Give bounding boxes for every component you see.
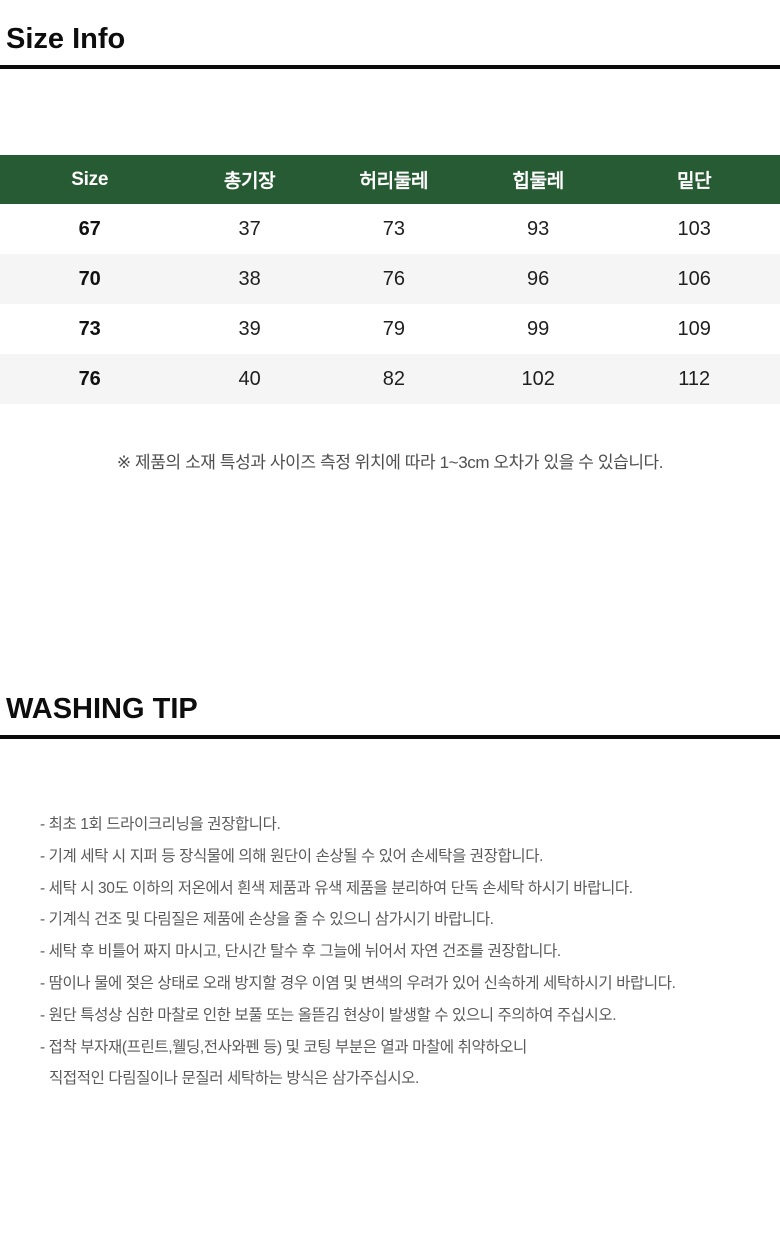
washing-tip-section: WASHING TIP - 최초 1회 드라이크리닝을 권장합니다. - 기계 … bbox=[0, 692, 780, 1095]
measure-cell: 82 bbox=[382, 367, 405, 390]
washing-tip-title: WASHING TIP bbox=[6, 693, 198, 725]
measure-cell: 102 bbox=[521, 367, 555, 390]
size-info-title: Size Info bbox=[6, 23, 126, 55]
measure-cell: 39 bbox=[238, 317, 261, 340]
measure-cell: 37 bbox=[238, 217, 261, 240]
measure-cell: 38 bbox=[238, 267, 261, 290]
size-table-header-row: Size 총기장 허리둘레 힙둘레 밑단 bbox=[0, 155, 780, 204]
table-row: 67 37 73 93 103 bbox=[0, 204, 780, 254]
washing-tip-item: - 세탁 후 비틀어 짜지 마시고, 단시간 탈수 후 그늘에 뉘어서 자연 건… bbox=[40, 943, 561, 961]
size-tolerance-note: ※ 제품의 소재 특성과 사이즈 측정 위치에 따라 1~3cm 오차가 있을 … bbox=[116, 453, 664, 472]
size-info-section: Size Info Size 총기장 허리둘레 힙둘레 밑단 67 37 7 bbox=[0, 0, 780, 475]
measure-cell: 40 bbox=[238, 367, 261, 390]
washing-tip-item: - 원단 특성상 심한 마찰로 인한 보풀 또는 올뜯김 현상이 발생할 수 있… bbox=[40, 1006, 617, 1024]
size-cell: 73 bbox=[78, 317, 101, 340]
product-detail-page: Size Info Size 총기장 허리둘레 힙둘레 밑단 67 37 7 bbox=[0, 0, 780, 1095]
size-cell: 67 bbox=[78, 217, 101, 240]
measure-cell: 93 bbox=[527, 217, 550, 240]
table-row: 70 38 76 96 106 bbox=[0, 254, 780, 304]
washing-tip-item: - 접착 부자재(프린트,웰딩,전사와펜 등) 및 코팅 부분은 열과 마찰에 … bbox=[40, 1038, 527, 1056]
size-table-header-hip: 힙둘레 bbox=[467, 155, 609, 204]
washing-tip-item: - 땀이나 물에 젖은 상태로 오래 방지할 경우 이염 및 변색의 우려가 있… bbox=[40, 974, 676, 992]
measure-cell: 103 bbox=[677, 217, 711, 240]
washing-tip-item: - 기계 세탁 시 지퍼 등 장식물에 의해 원단이 손상될 수 있어 손세탁을… bbox=[40, 847, 543, 865]
washing-tip-list: - 최초 1회 드라이크리닝을 권장합니다. - 기계 세탁 시 지퍼 등 장식… bbox=[0, 809, 780, 1095]
washing-tip-item: - 최초 1회 드라이크리닝을 권장합니다. bbox=[40, 816, 281, 833]
size-table-header-waist: 허리둘레 bbox=[319, 155, 468, 204]
measure-cell: 112 bbox=[678, 367, 711, 390]
measure-cell: 109 bbox=[677, 317, 711, 340]
size-table: Size 총기장 허리둘레 힙둘레 밑단 67 37 73 93 103 70 bbox=[0, 155, 780, 404]
size-info-divider bbox=[0, 65, 780, 69]
washing-tip-divider bbox=[0, 735, 780, 739]
washing-tip-item: - 세탁 시 30도 이하의 저온에서 흰색 제품과 유색 제품을 분리하여 단… bbox=[40, 879, 633, 897]
measure-cell: 106 bbox=[677, 267, 711, 290]
size-cell: 76 bbox=[78, 367, 101, 390]
size-table-header-total-length: 총기장 bbox=[179, 155, 320, 204]
measure-cell: 79 bbox=[382, 317, 405, 340]
washing-tip-item: - 기계식 건조 및 다림질은 제품에 손상을 줄 수 있으니 삼가시기 바랍니… bbox=[40, 911, 494, 929]
measure-cell: 96 bbox=[527, 267, 550, 290]
table-row: 76 40 82 102 112 bbox=[0, 354, 780, 404]
measure-cell: 76 bbox=[382, 267, 405, 290]
size-cell: 70 bbox=[78, 267, 101, 290]
table-row: 73 39 79 99 109 bbox=[0, 304, 780, 354]
size-table-header-size: Size bbox=[0, 155, 180, 204]
washing-tip-item-continuation: 직접적인 다림질이나 문질러 세탁하는 방식은 삼가주십시오. bbox=[49, 1070, 419, 1088]
measure-cell: 99 bbox=[527, 317, 550, 340]
measure-cell: 73 bbox=[382, 217, 405, 240]
size-table-header-hem: 밑단 bbox=[608, 155, 780, 204]
